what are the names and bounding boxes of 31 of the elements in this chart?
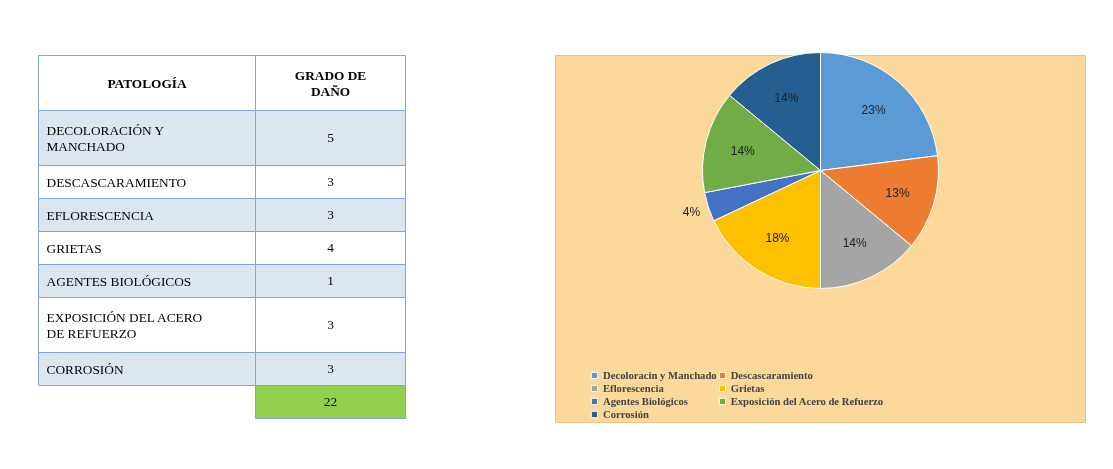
category-label: EXPOSICIÓN DEL ACERO DE REFUERZO <box>46 309 203 341</box>
data-label: 3 <box>327 361 335 376</box>
data-label: 5 <box>327 130 335 145</box>
data-label: 14% <box>730 143 756 158</box>
text: PATOLOGÍA <box>107 75 187 91</box>
data-label: 14% <box>774 90 799 105</box>
data-label: 13% <box>885 185 910 200</box>
data-label: 3 <box>327 174 335 189</box>
category-label: DESCASCARAMIENTO <box>46 174 187 190</box>
legend-label: Descascaramiento <box>730 369 813 381</box>
category-label: CORROSIÓN <box>46 361 124 377</box>
legend-label: Corrosión <box>603 408 649 420</box>
data-label: 4 <box>327 240 335 255</box>
category-label: DECOLORACIÓN Y MANCHADO <box>46 122 165 154</box>
data-label: 4% <box>682 205 701 220</box>
legend-label: Eflorescencia <box>603 382 664 394</box>
data-label: 3 <box>327 207 335 222</box>
category-label: GRIETAS <box>46 240 102 256</box>
legend-label: Exposición del Acero de Refuerzo <box>730 395 884 407</box>
legend-label: Decoloracin y Manchado <box>603 369 717 381</box>
category-label: AGENTES BIOLÓGICOS <box>46 273 192 289</box>
category-label: EFLORESCENCIA <box>46 207 155 223</box>
data-label: 14% <box>842 236 867 251</box>
legend-label: Agentes Biológicos <box>603 395 688 407</box>
data-label: 1 <box>327 273 334 288</box>
data-label: 23% <box>861 103 886 118</box>
legend-label: Grietas <box>730 382 765 394</box>
data-label: 18% <box>765 231 790 246</box>
text: 22 <box>323 394 338 409</box>
text: GRADO DE DAÑO <box>294 67 367 99</box>
data-label: 3 <box>327 317 335 332</box>
